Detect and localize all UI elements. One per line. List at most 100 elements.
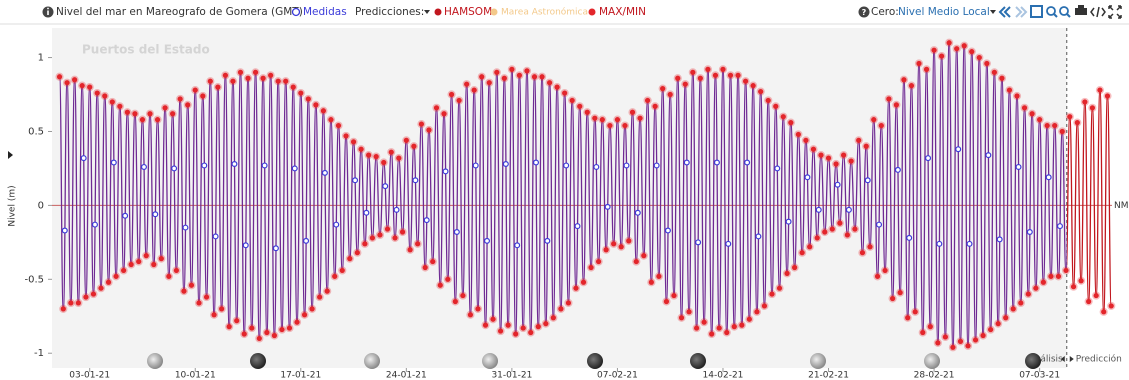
max-min-point (385, 226, 390, 231)
measurement-point (1027, 230, 1032, 235)
x-tick-label: 31-01-21 (491, 371, 532, 380)
max-min-point (551, 315, 556, 320)
window-button[interactable] (1031, 6, 1042, 17)
legend-entry[interactable]: HAMSOM (444, 6, 492, 18)
max-min-point (1052, 123, 1057, 128)
measurement-point (696, 240, 701, 245)
legend-entry[interactable]: Marea Astronómica (501, 7, 588, 18)
reference-label: NM (1114, 201, 1129, 211)
max-min-point (181, 289, 186, 294)
max-min-point (291, 85, 296, 90)
max-min-point (340, 268, 345, 273)
max-min-point (445, 277, 450, 282)
max-min-point (1060, 129, 1065, 134)
measurement-point (202, 163, 207, 168)
measurement-point (153, 212, 158, 217)
max-min-point (1063, 268, 1068, 273)
max-min-point (732, 324, 737, 329)
max-min-point (619, 244, 624, 249)
max-min-point (864, 144, 869, 149)
max-min-point (332, 274, 337, 279)
max-min-point (502, 76, 507, 81)
fullscreen-button[interactable] (1109, 6, 1121, 18)
max-min-point (660, 86, 665, 91)
max-min-point (890, 296, 895, 301)
max-min-point (581, 280, 586, 285)
max-min-point (98, 286, 103, 291)
dropdown-arrow[interactable] (990, 10, 996, 14)
max-min-point (536, 324, 541, 329)
forward-button[interactable] (1016, 7, 1026, 17)
collapse-arrow[interactable] (8, 151, 13, 159)
max-min-point (683, 82, 688, 87)
measurement-point (424, 218, 429, 223)
max-min-point (845, 232, 850, 237)
max-min-point (294, 320, 299, 325)
max-min-point (962, 43, 967, 48)
max-min-point (389, 150, 394, 155)
max-min-point (713, 73, 718, 78)
zero-selector[interactable]: Nivel Medio Local (898, 6, 990, 18)
max-min-point (577, 104, 582, 109)
legend-entry[interactable]: Medidas (303, 6, 347, 18)
measurement-point (304, 238, 309, 243)
zoom-out-handle (1067, 14, 1070, 17)
legend-marker (589, 9, 596, 16)
max-min-point (132, 111, 137, 116)
max-min-point (532, 74, 537, 79)
max-min-point (524, 68, 529, 73)
max-min-point (87, 85, 92, 90)
max-min-point (588, 265, 593, 270)
max-min-point (1082, 99, 1087, 104)
max-min-point (720, 67, 725, 72)
max-min-point (969, 49, 974, 54)
max-min-point (637, 116, 642, 121)
max-min-point (441, 111, 446, 116)
measurement-point (997, 237, 1002, 242)
max-min-point (1086, 299, 1091, 304)
max-min-point (796, 132, 801, 137)
max-min-point (159, 256, 164, 261)
measurement-point (715, 160, 720, 165)
moon-phase (147, 353, 163, 369)
max-min-point (64, 80, 69, 85)
max-min-point (490, 317, 495, 322)
max-min-point (728, 73, 733, 78)
max-min-point (769, 291, 774, 296)
max-min-point (136, 259, 141, 264)
max-min-point (815, 235, 820, 240)
zoom-in[interactable] (1047, 7, 1055, 15)
max-min-point (434, 105, 439, 110)
max-min-point (1078, 278, 1083, 283)
max-min-point (313, 102, 318, 107)
zoom-out[interactable] (1060, 7, 1068, 15)
max-min-point (690, 70, 695, 75)
predictions-menu[interactable]: Predicciones: (355, 6, 424, 18)
max-min-point (392, 235, 397, 240)
measurement-point (262, 163, 267, 168)
print-button[interactable] (1075, 8, 1087, 15)
max-min-point (924, 67, 929, 72)
max-min-point (777, 286, 782, 291)
legend-entry[interactable]: MAX/MIN (599, 6, 646, 18)
max-min-point (920, 330, 925, 335)
measurement-point (666, 228, 671, 233)
back-button[interactable] (1000, 7, 1010, 17)
max-min-point (792, 265, 797, 270)
max-min-point (668, 92, 673, 97)
max-min-point (211, 312, 216, 317)
max-min-point (208, 79, 213, 84)
measurement-point (805, 175, 810, 180)
max-min-point (374, 154, 379, 159)
measurement-point (545, 238, 550, 243)
max-min-point (95, 90, 100, 95)
max-min-point (1029, 111, 1034, 116)
embed-button[interactable] (1091, 7, 1105, 17)
measurement-point (515, 243, 520, 248)
measurement-point (564, 163, 569, 168)
dropdown-arrow[interactable] (424, 10, 430, 14)
max-min-point (287, 325, 292, 330)
measurement-point (986, 153, 991, 158)
max-min-point (317, 294, 322, 299)
max-min-point (909, 83, 914, 88)
